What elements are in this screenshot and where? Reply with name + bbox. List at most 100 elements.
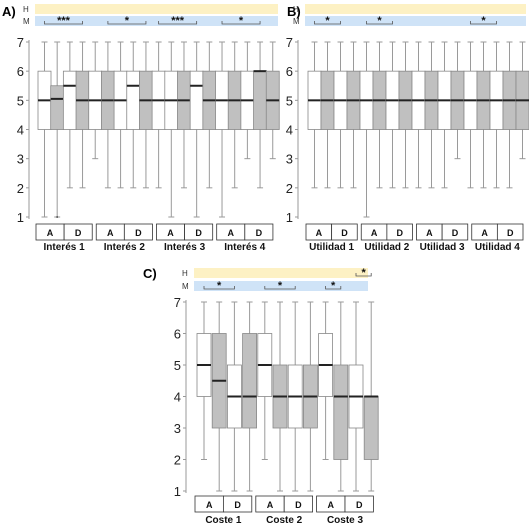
pair-label-d: D	[256, 228, 263, 238]
box-iqr	[253, 70, 267, 130]
pair-label-a: A	[107, 228, 114, 238]
h-band	[194, 268, 368, 278]
significance-stars: *	[278, 280, 283, 292]
y-tick-label: 3	[286, 152, 293, 167]
m-band-label: M	[293, 17, 300, 26]
y-tick-label: 2	[17, 181, 24, 196]
group-label: Utilidad 3	[420, 242, 465, 253]
panel-c: C) HM * * * * 1 2 3 4 5 6 7 A D Coste 1 A D Coste 2 A D Coste…	[143, 266, 379, 526]
y-tick-label: 2	[174, 453, 181, 468]
pair-label-a: A	[371, 228, 378, 238]
group-label: Utilidad 4	[475, 242, 520, 253]
group-label: Coste 2	[266, 515, 303, 526]
box-iqr	[189, 70, 204, 130]
group-label: Interés 3	[164, 242, 206, 253]
pair-cell-d	[386, 223, 413, 241]
box-iqr	[363, 396, 379, 460]
panel-label: B)	[287, 4, 301, 19]
y-tick-label: 1	[174, 484, 181, 499]
group-label: Utilidad 1	[309, 242, 354, 253]
significance-bracket	[366, 21, 393, 25]
significance-stars: *	[377, 15, 382, 27]
pair-label-a: A	[426, 228, 433, 238]
panel-b: B)HM * * * 1 2 3 4 5 6 7 A D Utilidad 1 A D Utilidad 2 A D…	[286, 4, 529, 253]
pair-label-d: D	[341, 228, 348, 238]
pair-cell-d	[222, 495, 253, 513]
significance-bracket	[470, 21, 497, 25]
m-band	[305, 16, 526, 26]
pair-label-d: D	[234, 500, 241, 510]
y-tick-label: 7	[286, 35, 293, 50]
outlier-point	[56, 216, 59, 218]
significance-bracket	[203, 286, 235, 290]
y-tick-label: 7	[17, 35, 24, 50]
significance-bracket	[44, 21, 83, 25]
box-iqr	[62, 70, 77, 130]
y-tick-label: 4	[17, 123, 24, 138]
box-iqr	[333, 364, 349, 460]
m-band-label: M	[182, 282, 189, 291]
box-iqr	[126, 70, 141, 130]
significance-stars: *	[481, 15, 486, 27]
pair-cell-d	[123, 223, 153, 241]
pair-label-d: D	[452, 228, 459, 238]
y-tick-label: 6	[286, 64, 293, 79]
pair-label-d: D	[356, 500, 363, 510]
h-band-label: H	[182, 269, 188, 278]
significance-stars: ***	[171, 15, 185, 27]
significance-bracket	[158, 21, 198, 25]
group-label: Coste 1	[205, 515, 242, 526]
significance-bracket	[355, 273, 372, 277]
significance-bracket	[325, 286, 342, 290]
group-label: Interés 4	[224, 242, 266, 253]
y-tick-label: 5	[286, 93, 293, 108]
pair-label-a: A	[481, 228, 488, 238]
y-tick-label: 6	[174, 327, 181, 342]
significance-stars: *	[239, 15, 244, 27]
significance-stars: ***	[57, 15, 71, 27]
panel-label: C)	[143, 266, 157, 281]
m-band	[35, 16, 278, 26]
h-band-label: H	[23, 5, 29, 14]
y-tick-label: 4	[286, 123, 293, 138]
group-label: Interés 1	[44, 242, 86, 253]
group-label: Coste 3	[327, 515, 364, 526]
pair-label-a: A	[227, 228, 234, 238]
h-band	[35, 4, 278, 14]
m-band	[194, 281, 368, 291]
h-band	[305, 4, 526, 14]
significance-bracket	[314, 21, 341, 25]
h-band-label: H	[293, 5, 299, 14]
pair-label-a: A	[47, 228, 54, 238]
pair-cell-d	[331, 223, 358, 241]
panel-label: A)	[2, 4, 16, 19]
pair-label-a: A	[167, 228, 174, 238]
significance-stars: *	[217, 280, 222, 292]
y-tick-label: 5	[174, 358, 181, 373]
y-tick-label: 2	[286, 181, 293, 196]
y-tick-label: 6	[17, 64, 24, 79]
pair-cell-d	[184, 223, 214, 241]
y-tick-label: 3	[174, 421, 181, 436]
significance-stars: *	[325, 15, 330, 27]
pair-cell-d	[441, 223, 469, 241]
box-iqr	[50, 85, 65, 130]
pair-label-d: D	[75, 228, 82, 238]
pair-cell-d	[283, 495, 314, 513]
m-band-label: M	[23, 17, 30, 26]
pair-label-d: D	[507, 228, 514, 238]
pair-cell-d	[496, 223, 524, 241]
significance-bracket	[264, 286, 296, 290]
y-tick-label: 1	[286, 210, 293, 225]
significance-bracket	[107, 21, 147, 25]
y-tick-label: 7	[174, 295, 181, 310]
pair-label-a: A	[267, 500, 274, 510]
group-label: Utilidad 2	[364, 242, 409, 253]
pair-label-a: A	[316, 228, 323, 238]
y-tick-label: 5	[17, 93, 24, 108]
y-tick-label: 3	[17, 152, 24, 167]
y-tick-label: 1	[17, 210, 24, 225]
box-iqr	[242, 333, 258, 429]
y-tick-label: 4	[174, 390, 181, 405]
pair-cell-d	[244, 223, 274, 241]
